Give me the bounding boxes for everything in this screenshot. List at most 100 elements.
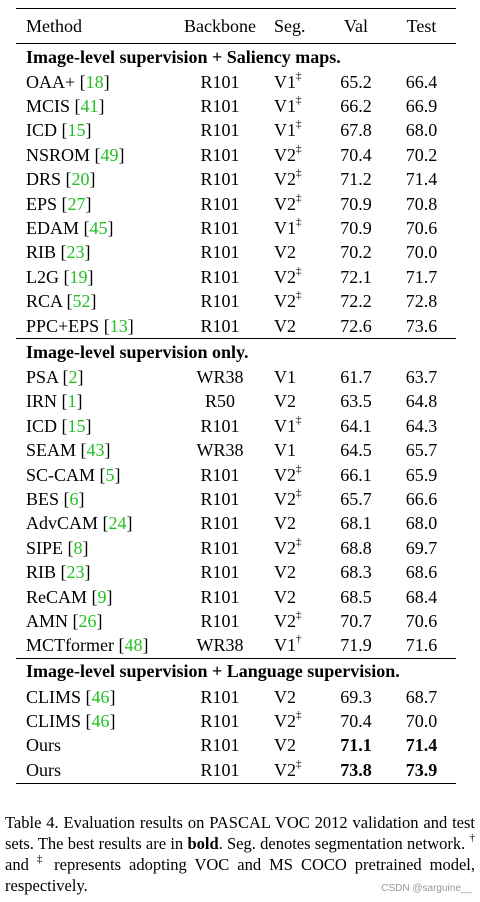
val-cell: 68.8 — [340, 537, 372, 558]
citation-link[interactable]: 43 — [86, 440, 105, 461]
val-cell: 73.8 — [340, 759, 372, 780]
test-cell: 70.6 — [405, 610, 438, 631]
val-cell: 67.8 — [340, 120, 372, 141]
seg-cell: V2‡ — [269, 143, 325, 166]
backbone-cell: R101 — [200, 291, 240, 312]
caption-part-2: . Seg. denotes segmentation network. — [218, 834, 470, 853]
seg-value: V2 — [274, 391, 296, 412]
pretrain-marker: † — [296, 633, 302, 646]
test-cell: 65.7 — [405, 440, 438, 461]
table-row: NSROM [49] R101 V2‡ 70.4 70.2 — [16, 143, 456, 167]
test-cell: 71.7 — [405, 266, 438, 287]
method-cell: SEAM [43] — [26, 440, 111, 461]
citation-link[interactable]: 20 — [71, 169, 90, 190]
method-name: ReCAM — [26, 586, 88, 607]
seg-value: V2 — [274, 144, 296, 165]
pretrain-marker: ‡ — [296, 757, 302, 770]
pretrain-marker: ‡ — [296, 191, 302, 204]
val-cell: 72.1 — [340, 266, 372, 287]
section-title: Image-level supervision + Language super… — [26, 661, 400, 682]
section-title: Image-level supervision + Saliency maps. — [26, 46, 341, 67]
method-cell: Ours — [16, 735, 171, 756]
method-cell: AMN [26] — [26, 610, 103, 631]
method-name: OAA+ — [26, 71, 76, 92]
citation-link[interactable]: 46 — [91, 686, 110, 707]
test-cell: 66.4 — [405, 71, 438, 92]
section-rule — [16, 338, 456, 340]
method-name: BES — [26, 488, 60, 509]
pretrain-marker: ‡ — [296, 289, 302, 302]
method-cell: RIB [23] — [26, 562, 91, 583]
pretrain-marker: ‡ — [296, 69, 302, 82]
seg-value: V2 — [274, 488, 296, 509]
seg-value: V2 — [274, 169, 296, 190]
backbone-cell: R101 — [200, 610, 240, 631]
method-name: EDAM — [26, 218, 79, 239]
citation-link[interactable]: 45 — [89, 218, 108, 239]
header-method: Method — [26, 15, 82, 36]
seg-value: V1 — [274, 218, 296, 239]
pretrain-marker: ‡ — [296, 264, 302, 277]
citation-link[interactable]: 1 — [67, 391, 77, 412]
citation-link[interactable]: 23 — [66, 562, 85, 583]
caption-bold-word: bold — [187, 834, 219, 853]
caption-ddagger: ‡ — [36, 852, 47, 865]
seg-cell: V2 — [269, 513, 325, 534]
val-cell: 70.4 — [340, 711, 372, 732]
citation-link[interactable]: 27 — [67, 193, 86, 214]
test-cell: 68.0 — [405, 513, 438, 534]
citation-link[interactable]: 26 — [78, 610, 97, 631]
method-name: NSROM — [26, 144, 91, 165]
seg-cell: V2 — [269, 316, 325, 337]
backbone-cell: R101 — [200, 315, 240, 336]
test-cell: 63.7 — [405, 366, 438, 387]
citation-link[interactable]: 23 — [66, 242, 85, 263]
watermark: CSDN @sarguine__ — [381, 883, 472, 894]
seg-value: V2 — [274, 711, 296, 732]
citation-link[interactable]: 15 — [67, 415, 86, 436]
citation-link[interactable]: 9 — [97, 586, 107, 607]
citation-link[interactable]: 18 — [85, 71, 104, 92]
seg-cell: V1‡ — [269, 69, 325, 93]
val-cell: 72.6 — [340, 315, 372, 336]
pretrain-marker: ‡ — [296, 608, 302, 621]
pretrain-marker: ‡ — [296, 216, 302, 229]
citation-link[interactable]: 6 — [69, 488, 79, 509]
backbone-cell: R101 — [200, 513, 240, 534]
pretrain-marker: ‡ — [296, 462, 302, 475]
citation-link[interactable]: 8 — [73, 537, 83, 558]
citation-link[interactable]: 2 — [68, 366, 78, 387]
citation-link[interactable]: 46 — [91, 711, 110, 732]
seg-cell: V2‡ — [269, 710, 325, 732]
table-row: CLIMS [46] R101 V2 69.3 68.7 — [16, 685, 456, 709]
test-cell: 68.4 — [405, 586, 438, 607]
seg-value: V1 — [274, 120, 296, 141]
method-cell: CLIMS [46] — [26, 711, 116, 732]
backbone-cell: WR38 — [196, 366, 244, 387]
val-cell: 66.1 — [340, 464, 372, 485]
table-row: SEAM [43] WR38 V1 64.5 65.7 — [16, 438, 456, 462]
method-cell: EDAM [45] — [26, 218, 114, 239]
backbone-cell: R101 — [200, 242, 240, 263]
citation-link[interactable]: 19 — [69, 266, 88, 287]
citation-link[interactable]: 15 — [67, 120, 86, 141]
citation-link[interactable]: 49 — [100, 144, 119, 165]
citation-link[interactable]: 52 — [72, 291, 91, 312]
seg-cell: V2‡ — [269, 191, 325, 215]
backbone-cell: R101 — [200, 266, 240, 287]
test-cell: 68.7 — [405, 686, 438, 707]
table-row: MCIS [41] R101 V1‡ 66.2 66.9 — [16, 94, 456, 118]
citation-link[interactable]: 48 — [124, 635, 143, 656]
section-rule — [16, 43, 456, 44]
citation-link[interactable]: 5 — [105, 464, 115, 485]
seg-cell: V1‡ — [269, 216, 325, 239]
method-cell: ReCAM [9] — [26, 586, 113, 607]
method-cell: CLIMS [46] — [26, 686, 116, 707]
citation-link[interactable]: 41 — [80, 96, 99, 117]
seg-value: V1 — [274, 96, 296, 117]
method-name: RCA — [26, 291, 63, 312]
val-cell: 68.3 — [340, 562, 372, 583]
citation-link[interactable]: 13 — [109, 315, 128, 336]
citation-link[interactable]: 24 — [108, 513, 127, 534]
method-name: CLIMS — [26, 686, 82, 707]
